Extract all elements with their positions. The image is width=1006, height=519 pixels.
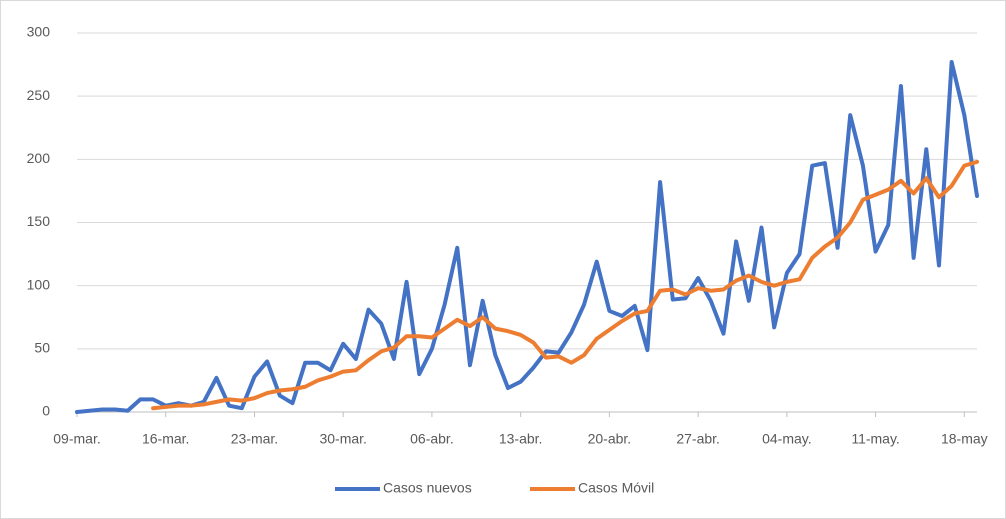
x-tick-label: 18-may xyxy=(941,431,988,447)
x-tick-label: 30-mar. xyxy=(319,431,366,447)
x-tick-label: 11-may. xyxy=(851,431,900,447)
x-tick-label: 20-abr. xyxy=(588,431,632,447)
x-tick-label: 04-may. xyxy=(762,431,812,447)
y-tick-label: 0 xyxy=(42,403,50,419)
x-tick-label: 16-mar. xyxy=(142,431,189,447)
x-tick-label: 27-abr. xyxy=(676,431,720,447)
y-tick-label: 300 xyxy=(27,24,51,40)
x-tick-label: 13-abr. xyxy=(499,431,543,447)
y-tick-label: 250 xyxy=(27,87,51,103)
series-line xyxy=(151,159,979,411)
y-tick-label: 150 xyxy=(27,213,51,229)
y-tick-label: 100 xyxy=(27,276,51,292)
x-tick-label: 06-abr. xyxy=(410,431,454,447)
x-tick-label: 09-mar. xyxy=(53,431,100,447)
legend-label: Casos Móvil xyxy=(578,480,654,496)
y-tick-label: 200 xyxy=(27,150,51,166)
legend-label: Casos nuevos xyxy=(383,480,472,496)
y-tick-label: 50 xyxy=(34,340,50,356)
x-tick-label: 23-mar. xyxy=(231,431,278,447)
